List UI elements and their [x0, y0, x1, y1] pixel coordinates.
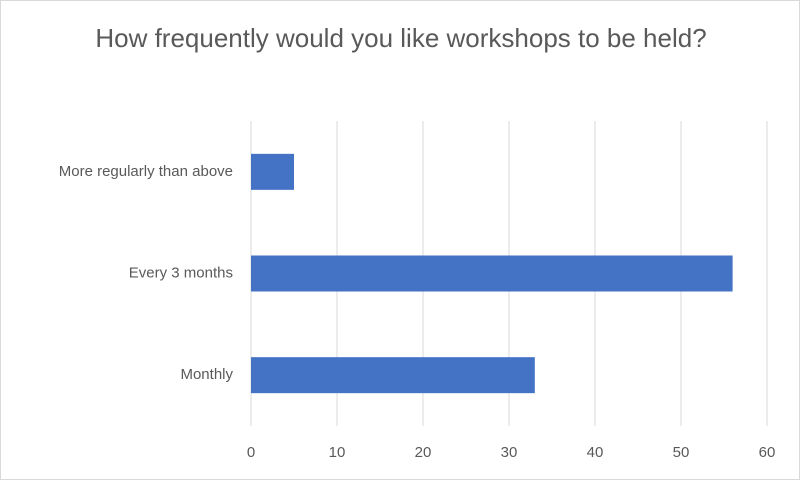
x-tick-label: 60: [759, 444, 776, 461]
x-tick-label: 20: [415, 444, 432, 461]
x-tick-label: 0: [247, 444, 255, 461]
x-tick-label: 30: [501, 444, 518, 461]
bar: [251, 357, 535, 394]
x-tick-label: 40: [587, 444, 604, 461]
y-tick-label: Monthly: [180, 366, 233, 383]
y-tick-label: Every 3 months: [129, 264, 233, 281]
chart-title: How frequently would you like workshops …: [95, 23, 707, 53]
x-tick-label: 10: [329, 444, 346, 461]
y-tick-label: More regularly than above: [59, 163, 233, 180]
bar: [251, 153, 294, 190]
x-tick-label: 50: [673, 444, 690, 461]
bar: [251, 255, 733, 292]
